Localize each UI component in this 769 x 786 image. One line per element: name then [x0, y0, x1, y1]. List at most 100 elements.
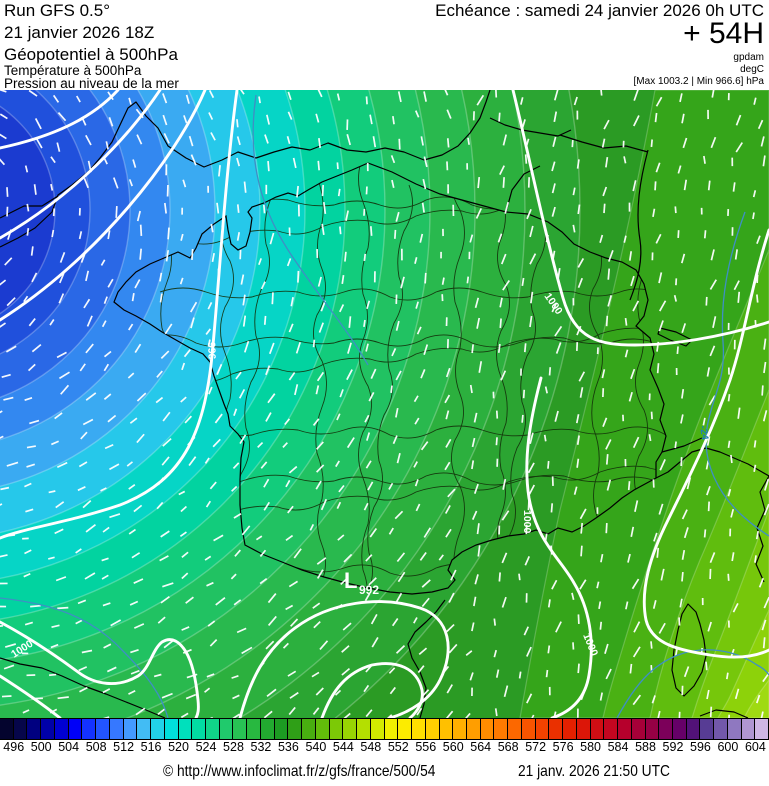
- scale-tick-label: 580: [580, 740, 601, 754]
- scale-tick-label: 604: [744, 740, 766, 754]
- contour-label: 1000: [521, 510, 533, 534]
- color-scale-labels: 496 500 504 508 512 516 520 524 528 532 536 540 544 5…: [0, 740, 769, 759]
- scale-cell: [699, 718, 715, 740]
- scale-cell: [122, 718, 138, 740]
- scale-cell: [754, 718, 769, 740]
- scale-tick-label: 548: [360, 740, 382, 754]
- scale-cell: [12, 718, 28, 740]
- scale-cell: [726, 718, 742, 740]
- scale-tick-label: 584: [607, 740, 629, 754]
- scale-tick-label: 500: [30, 740, 52, 754]
- scale-cell: [562, 718, 577, 740]
- scale-cell: [53, 718, 69, 740]
- contour-label: -24: [697, 425, 710, 441]
- run-title: Run GFS 0.5°: [4, 1, 111, 20]
- source-credit: © http://www.infoclimat.fr/z/gfs/france/…: [163, 763, 436, 780]
- scale-cell: [67, 718, 83, 740]
- scale-tick-label: 572: [525, 740, 547, 754]
- scale-cell: [342, 718, 358, 740]
- field-temperature: Température à 500hPa: [4, 63, 142, 78]
- scale-tick-label: 592: [662, 740, 684, 754]
- scale-cell: [232, 718, 248, 740]
- scale-tick-label: 544: [332, 740, 354, 754]
- scale-cell: [575, 718, 591, 740]
- scale-cell: [177, 718, 193, 740]
- scale-cell: [424, 718, 440, 740]
- scale-tick-label: 568: [497, 740, 519, 754]
- footer: © http://www.infoclimat.fr/z/gfs/france/…: [0, 759, 769, 786]
- scale-tick-label: 552: [387, 740, 409, 754]
- scale-tick-label: 496: [3, 740, 25, 754]
- scale-cell: [465, 718, 481, 740]
- scale-cell: [671, 718, 687, 740]
- scale-tick-label: 508: [85, 740, 107, 754]
- scale-cell: [40, 718, 55, 740]
- scale-cell: [685, 718, 701, 740]
- scale-cell: [479, 718, 495, 740]
- scale-tick-label: 540: [305, 740, 327, 754]
- scale-cell: [150, 718, 165, 740]
- scale-tick-label: 576: [552, 740, 574, 754]
- scale-cell: [438, 718, 454, 740]
- scale-cell: [246, 718, 261, 740]
- scale-tick-label: 504: [58, 740, 80, 754]
- scale-cell: [136, 718, 152, 740]
- scale-tick-label: 524: [195, 740, 217, 754]
- header: Run GFS 0.5° 21 janvier 2026 18Z Géopote…: [0, 0, 769, 91]
- contour-label: 996: [205, 342, 218, 360]
- scale-cell: [81, 718, 97, 740]
- scale-tick-label: 560: [442, 740, 464, 754]
- scale-cell: [589, 718, 605, 740]
- scale-cell: [26, 718, 42, 740]
- scale-cell: [259, 718, 275, 740]
- scale-cell: [507, 718, 522, 740]
- scale-cell: [493, 718, 509, 740]
- field-geopotential: Géopotentiel à 500hPa: [4, 45, 178, 64]
- scale-tick-label: 528: [223, 740, 244, 754]
- color-scale-bar: [0, 718, 769, 740]
- scale-cell: [411, 718, 426, 740]
- contour-label: 992: [359, 583, 379, 597]
- scale-cell: [108, 718, 124, 740]
- scale-cell: [287, 718, 303, 740]
- forecast-step: + 54H: [683, 17, 764, 50]
- scale-tick-label: 516: [140, 740, 162, 754]
- scale-tick-label: 600: [717, 740, 739, 754]
- generation-time: 21 janv. 2026 21:50 UTC: [518, 763, 670, 780]
- scale-cell: [397, 718, 413, 740]
- scale-cell: [163, 718, 179, 740]
- scale-cell: [603, 718, 619, 740]
- scale-cell: [452, 718, 467, 740]
- scale-cell: [383, 718, 399, 740]
- run-date: 21 janvier 2026 18Z: [4, 23, 155, 42]
- unit-gpdam: gpdam: [733, 52, 764, 63]
- scale-tick-label: 588: [635, 740, 656, 754]
- scale-cell: [314, 718, 330, 740]
- scale-cell: [617, 718, 632, 740]
- scale-cell: [644, 718, 660, 740]
- scale-tick-label: 556: [415, 740, 437, 754]
- scale-cell: [520, 718, 536, 740]
- scale-cell: [218, 718, 234, 740]
- scale-tick-label: 532: [250, 740, 272, 754]
- scale-cell: [301, 718, 316, 740]
- scale-tick-label: 512: [113, 740, 135, 754]
- scale-cell: [0, 718, 14, 740]
- scale-cell: [328, 718, 344, 740]
- scale-cell: [630, 718, 646, 740]
- unit-degc: degC: [740, 64, 764, 75]
- scale-cell: [191, 718, 207, 740]
- low-pressure-symbol: L: [344, 568, 357, 593]
- scale-cell: [356, 718, 371, 740]
- valid-time: Echéance : samedi 24 janvier 2026 0h UTC: [435, 1, 764, 20]
- scale-cell: [740, 718, 756, 740]
- pressure-minmax: [Max 1003.2 | Min 966.6] hPa: [633, 76, 764, 87]
- scale-tick-label: 536: [277, 740, 299, 754]
- scale-cell: [273, 718, 289, 740]
- scale-cell: [658, 718, 673, 740]
- scale-cell: [548, 718, 564, 740]
- scale-cell: [95, 718, 110, 740]
- scale-tick-label: 564: [470, 740, 492, 754]
